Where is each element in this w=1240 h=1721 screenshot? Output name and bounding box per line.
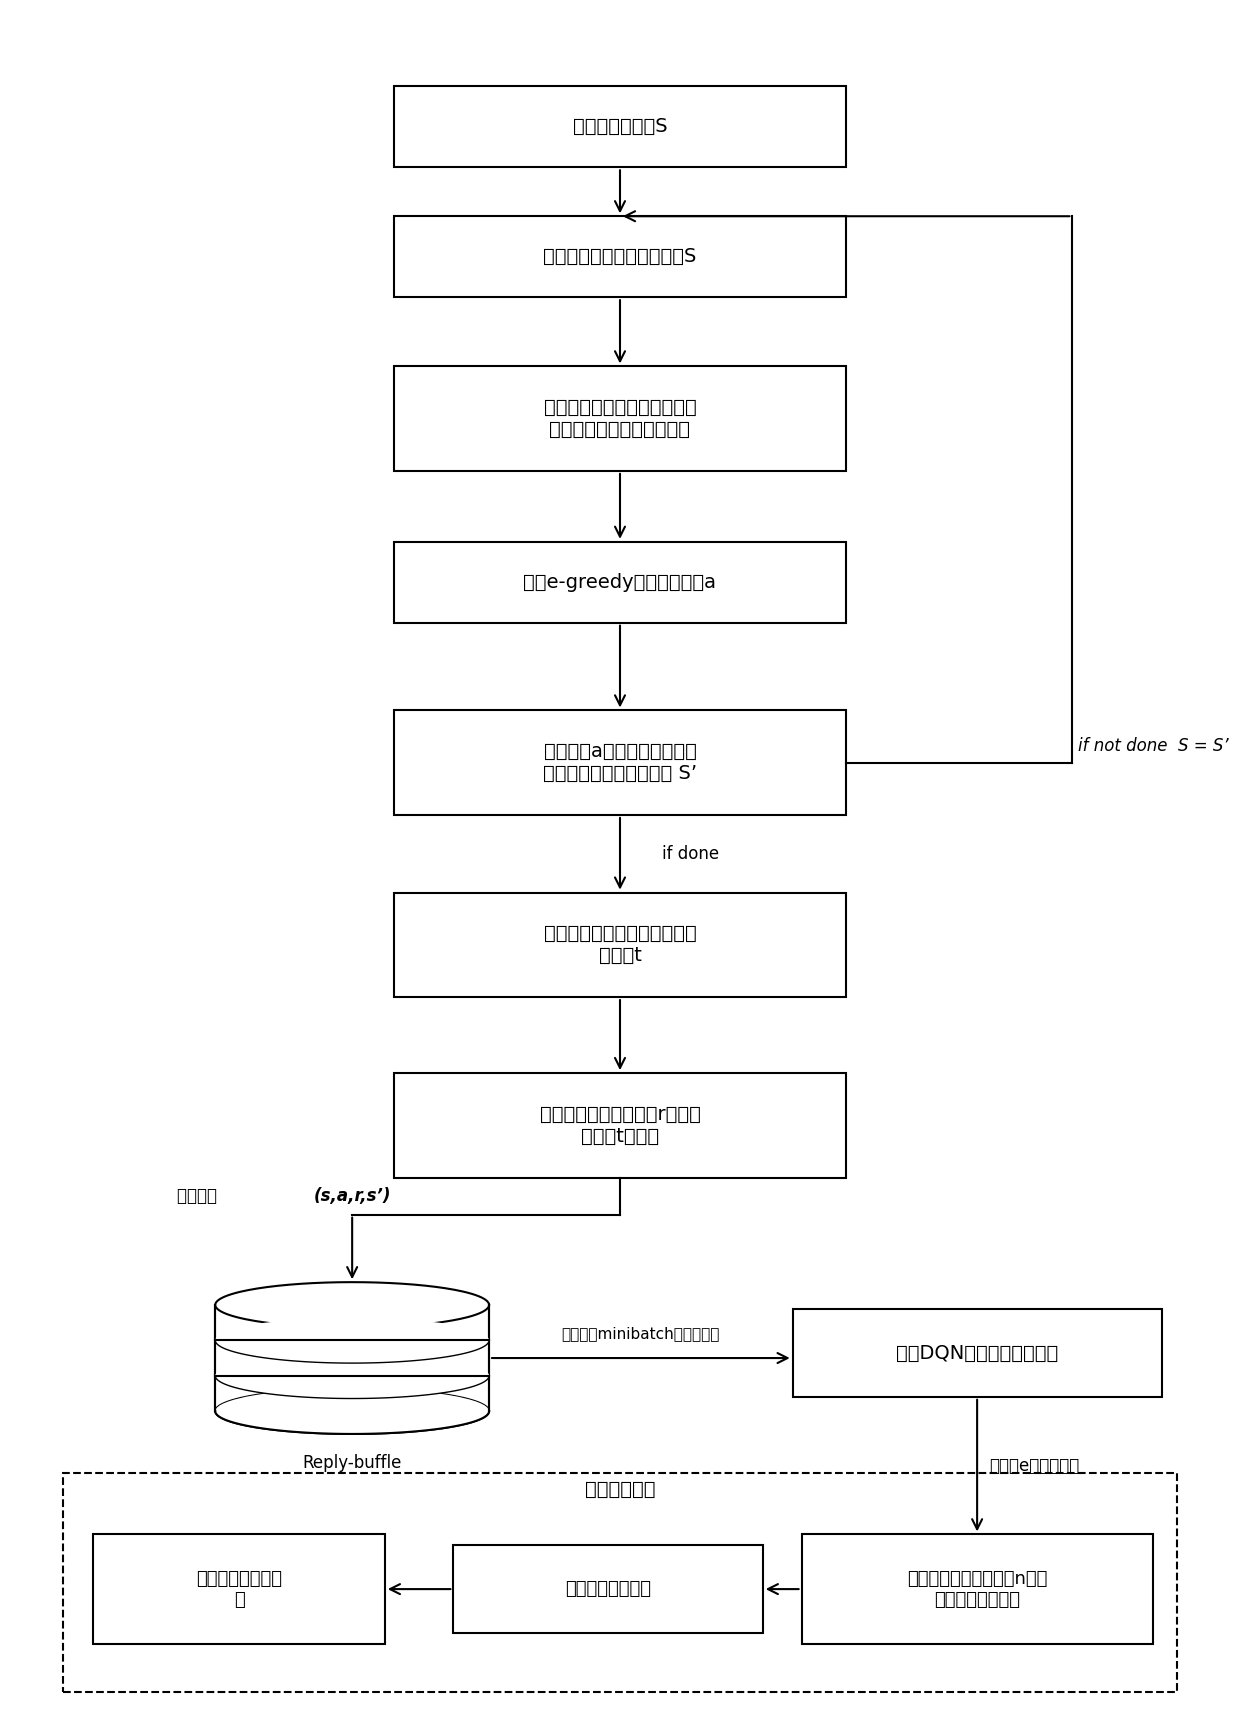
Text: if done: if done xyxy=(662,845,719,862)
Text: 依据e-greedy策略选择动作a: 依据e-greedy策略选择动作a xyxy=(523,573,717,592)
Text: 估算模型决策得到的路径序列
总时间t: 估算模型决策得到的路径序列 总时间t xyxy=(543,924,697,965)
Text: (s,a,r,s’): (s,a,r,s’) xyxy=(314,1186,392,1205)
Text: 执行动作a，计算得到下一个
访问节点并转换到新状态 S’: 执行动作a，计算得到下一个 访问节点并转换到新状态 S’ xyxy=(543,742,697,783)
Text: Reply-buffle: Reply-buffle xyxy=(303,1454,402,1471)
Ellipse shape xyxy=(216,1318,489,1363)
Bar xyxy=(454,1545,763,1633)
Text: 存储数据: 存储数据 xyxy=(177,1186,222,1205)
Text: 基于DQN算法优化网络参数: 基于DQN算法优化网络参数 xyxy=(897,1344,1058,1363)
Text: 全连接神经网络输出所有动作
在该状态下的动作价值函数: 全连接神经网络输出所有动作 在该状态下的动作价值函数 xyxy=(543,398,697,439)
Ellipse shape xyxy=(216,1389,489,1434)
Bar xyxy=(394,367,846,472)
Bar xyxy=(394,711,846,816)
Text: 测试当前模型: 测试当前模型 xyxy=(585,1480,655,1499)
Bar xyxy=(801,1535,1153,1644)
Bar xyxy=(63,1473,1177,1692)
Bar xyxy=(792,1310,1162,1397)
Ellipse shape xyxy=(216,1353,489,1399)
Text: 每间隔e轮测试模型: 每间隔e轮测试模型 xyxy=(990,1456,1079,1475)
Bar xyxy=(394,86,846,167)
Text: 随机选取minibatch条训练数据: 随机选取minibatch条训练数据 xyxy=(562,1327,720,1341)
Text: 输出路线及路程时
间: 输出路线及路程时 间 xyxy=(196,1570,281,1609)
Bar xyxy=(93,1535,384,1644)
Text: 基于当前模型决策: 基于当前模型决策 xyxy=(565,1580,651,1599)
Bar xyxy=(394,217,846,298)
Bar xyxy=(394,893,846,996)
Text: 修改每个时间步的奖励r为总路
程时间t的负数: 修改每个时间步的奖励r为总路 程时间t的负数 xyxy=(539,1105,701,1146)
Bar xyxy=(216,1305,489,1411)
Ellipse shape xyxy=(216,1282,489,1327)
Text: 卷积神经网络编码当前状态S: 卷积神经网络编码当前状态S xyxy=(543,248,697,267)
Text: if not done  S = S’: if not done S = S’ xyxy=(1079,737,1229,756)
Text: 在所有节点中随机选取n个节
点作为测试节点集: 在所有节点中随机选取n个节 点作为测试节点集 xyxy=(906,1570,1048,1609)
Bar xyxy=(394,542,846,623)
Bar xyxy=(394,1072,846,1177)
Text: 初始化当前状态S: 初始化当前状态S xyxy=(573,117,667,136)
